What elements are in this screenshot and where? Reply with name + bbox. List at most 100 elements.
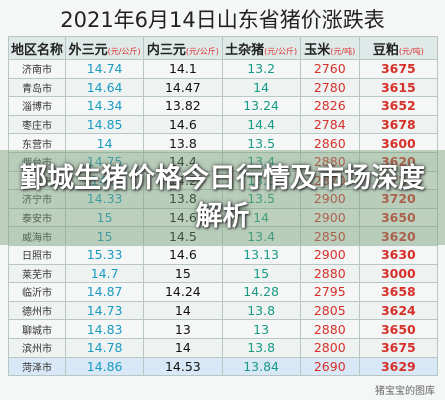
- table-row: 济南市 14.74 14.1 13.2 2760 3675: [8, 59, 439, 79]
- column-header: 玉米(元/吨): [299, 36, 360, 60]
- table-row: 青岛市 14.64 14.47 14 2780 3615: [8, 77, 439, 98]
- table-cell: 3624: [358, 300, 439, 321]
- table-cell: 3000: [358, 263, 439, 284]
- table-row: 淄博市 14.34 13.82 13.24 2826 3652: [8, 96, 439, 116]
- column-name: 玉米: [304, 42, 331, 58]
- table-body: 济南市 14.74 14.1 13.2 2760 3675 青岛市 14.64 14.47 14 2…: [8, 59, 439, 377]
- table-cell: 13.4: [221, 151, 301, 172]
- table-cell: 3629: [358, 356, 439, 377]
- table-row: 济宁市 14.33 13.8 13.5 2900 3720: [8, 189, 439, 209]
- table-cell: 2826: [299, 96, 360, 116]
- table-cell: 2880: [299, 319, 360, 339]
- table-cell: 青岛市: [8, 77, 66, 98]
- column-unit: (元/公斤): [264, 46, 298, 56]
- table-cell: 13.2: [221, 59, 301, 79]
- table-row: 日照市 15.33 14.6 13.13 2900 3630: [8, 244, 439, 265]
- table-cell: 3620: [358, 151, 439, 172]
- table-row: 泰安市 15 14.6 14 2900 3650: [8, 207, 439, 228]
- column-unit: (元/吨): [330, 46, 356, 56]
- table-cell: 3675: [358, 59, 439, 79]
- table-cell: 3720: [358, 189, 439, 209]
- table-cell: 14.73: [64, 300, 145, 321]
- table-cell: 13.13: [221, 244, 301, 265]
- table-cell: 14.64: [64, 77, 145, 98]
- table-cell: 15: [143, 263, 223, 284]
- table-cell: 2800: [299, 337, 360, 358]
- table-cell: 14: [143, 337, 223, 358]
- column-name: 外三元: [68, 42, 108, 58]
- table-cell: 14.5: [143, 226, 223, 246]
- table-row: 东营市 14 13.8 13.5 2860 3600: [8, 133, 439, 153]
- table-cell: 13.8: [221, 337, 301, 358]
- table-cell: 枣庄市: [8, 114, 66, 135]
- table-cell: 14.75: [64, 151, 145, 172]
- table-cell: 2795: [299, 282, 360, 302]
- table-cell: 威海市: [8, 226, 66, 246]
- table-cell: 13.82: [143, 96, 223, 116]
- table-row: 滨州市 14.78 14 13.8 2800 3675: [8, 337, 439, 358]
- table-cell: 13.8: [143, 189, 223, 209]
- column-unit: (元/公斤): [107, 46, 141, 56]
- table-cell: 14.87: [64, 282, 145, 302]
- table-cell: 13: [221, 319, 301, 339]
- table-row: 威海市 15 14.5 13.4 2850 3620: [8, 226, 439, 246]
- table-cell: 2880: [299, 263, 360, 284]
- table-cell: 14.86: [64, 356, 145, 377]
- table-cell: 3658: [358, 282, 439, 302]
- column-name: 豆粕: [372, 42, 399, 58]
- table-cell: 14.7: [64, 263, 145, 284]
- column-name: 土杂猪: [225, 42, 265, 58]
- table-row: 聊城市 14.83 13 13 2880 3650: [8, 319, 439, 339]
- table-cell: 3650: [358, 207, 439, 228]
- table-cell: 济宁市: [8, 189, 66, 209]
- table-row: 枣庄市 14.85 14.6 14.4 2784 3678: [8, 114, 439, 135]
- price-table: 地区名称 外三元(元/公斤) 内三元(元/公斤) 土杂猪(元/公斤) 玉米(元/吨) 豆粕…: [8, 36, 439, 377]
- table-cell: 滨州市: [8, 337, 66, 358]
- table-cell: 3620: [358, 226, 439, 246]
- table-cell: 14.33: [64, 189, 145, 209]
- table-cell: 2784: [299, 114, 360, 135]
- column-name: 地区名称: [10, 42, 63, 58]
- watermark: 猪宝宝的图库: [375, 386, 435, 397]
- table-cell: 菏泽市: [8, 356, 66, 377]
- table-cell: 3650: [358, 319, 439, 339]
- overlay-text: 鄞城生猪价格今日行情及市场深度解析: [20, 163, 425, 232]
- table-cell: 14: [221, 77, 301, 98]
- table-cell: 3615: [358, 77, 439, 98]
- column-header: 土杂猪(元/公斤): [221, 36, 301, 60]
- table-cell: 2900: [299, 189, 360, 209]
- table-cell: 2900: [299, 244, 360, 265]
- table-cell: 13.24: [221, 96, 301, 116]
- column-header: 地区名称: [8, 36, 66, 60]
- table-cell: 2850: [299, 226, 360, 246]
- header-row: 地区名称 外三元(元/公斤) 内三元(元/公斤) 土杂猪(元/公斤) 玉米(元/吨) 豆粕…: [8, 36, 439, 60]
- column-name: 内三元: [146, 42, 186, 58]
- title: 2021年6月14日山东省猪价涨跌表: [60, 8, 385, 32]
- table-row: 德州市 14.73 14 13.8 2805 3624: [8, 300, 439, 321]
- column-header: 外三元(元/公斤): [64, 36, 145, 60]
- table-cell: 13.4: [221, 226, 301, 246]
- table-cell: 14.83: [64, 319, 145, 339]
- overlay-band: [0, 150, 445, 245]
- table-cell: 14.78: [64, 337, 145, 358]
- table-cell: 14: [143, 300, 223, 321]
- table-cell: 2805: [299, 300, 360, 321]
- table-cell: 莱芜市: [8, 263, 66, 284]
- table-cell: 日照市: [8, 244, 66, 265]
- table-cell: 烟台市: [8, 151, 66, 172]
- table-cell: 13: [143, 319, 223, 339]
- column-unit: (元/吨): [398, 46, 424, 56]
- table-cell: 14.74: [64, 59, 145, 79]
- table-cell: 2690: [299, 356, 360, 377]
- table-cell: 13.5: [221, 189, 301, 209]
- table-cell: 14.34: [64, 96, 145, 116]
- table-row: 莱芜市 14.7 15 15 2880 3000: [8, 263, 439, 284]
- table-cell: 2760: [299, 59, 360, 79]
- table-cell: 14.53: [143, 356, 223, 377]
- table-cell: 3630: [358, 244, 439, 265]
- column-unit: (元/公斤): [185, 46, 219, 56]
- table-cell: 临沂市: [8, 282, 66, 302]
- table-cell: 14.1: [143, 59, 223, 79]
- table-cell: 14.6: [143, 207, 223, 228]
- table-cell: 德州市: [8, 300, 66, 321]
